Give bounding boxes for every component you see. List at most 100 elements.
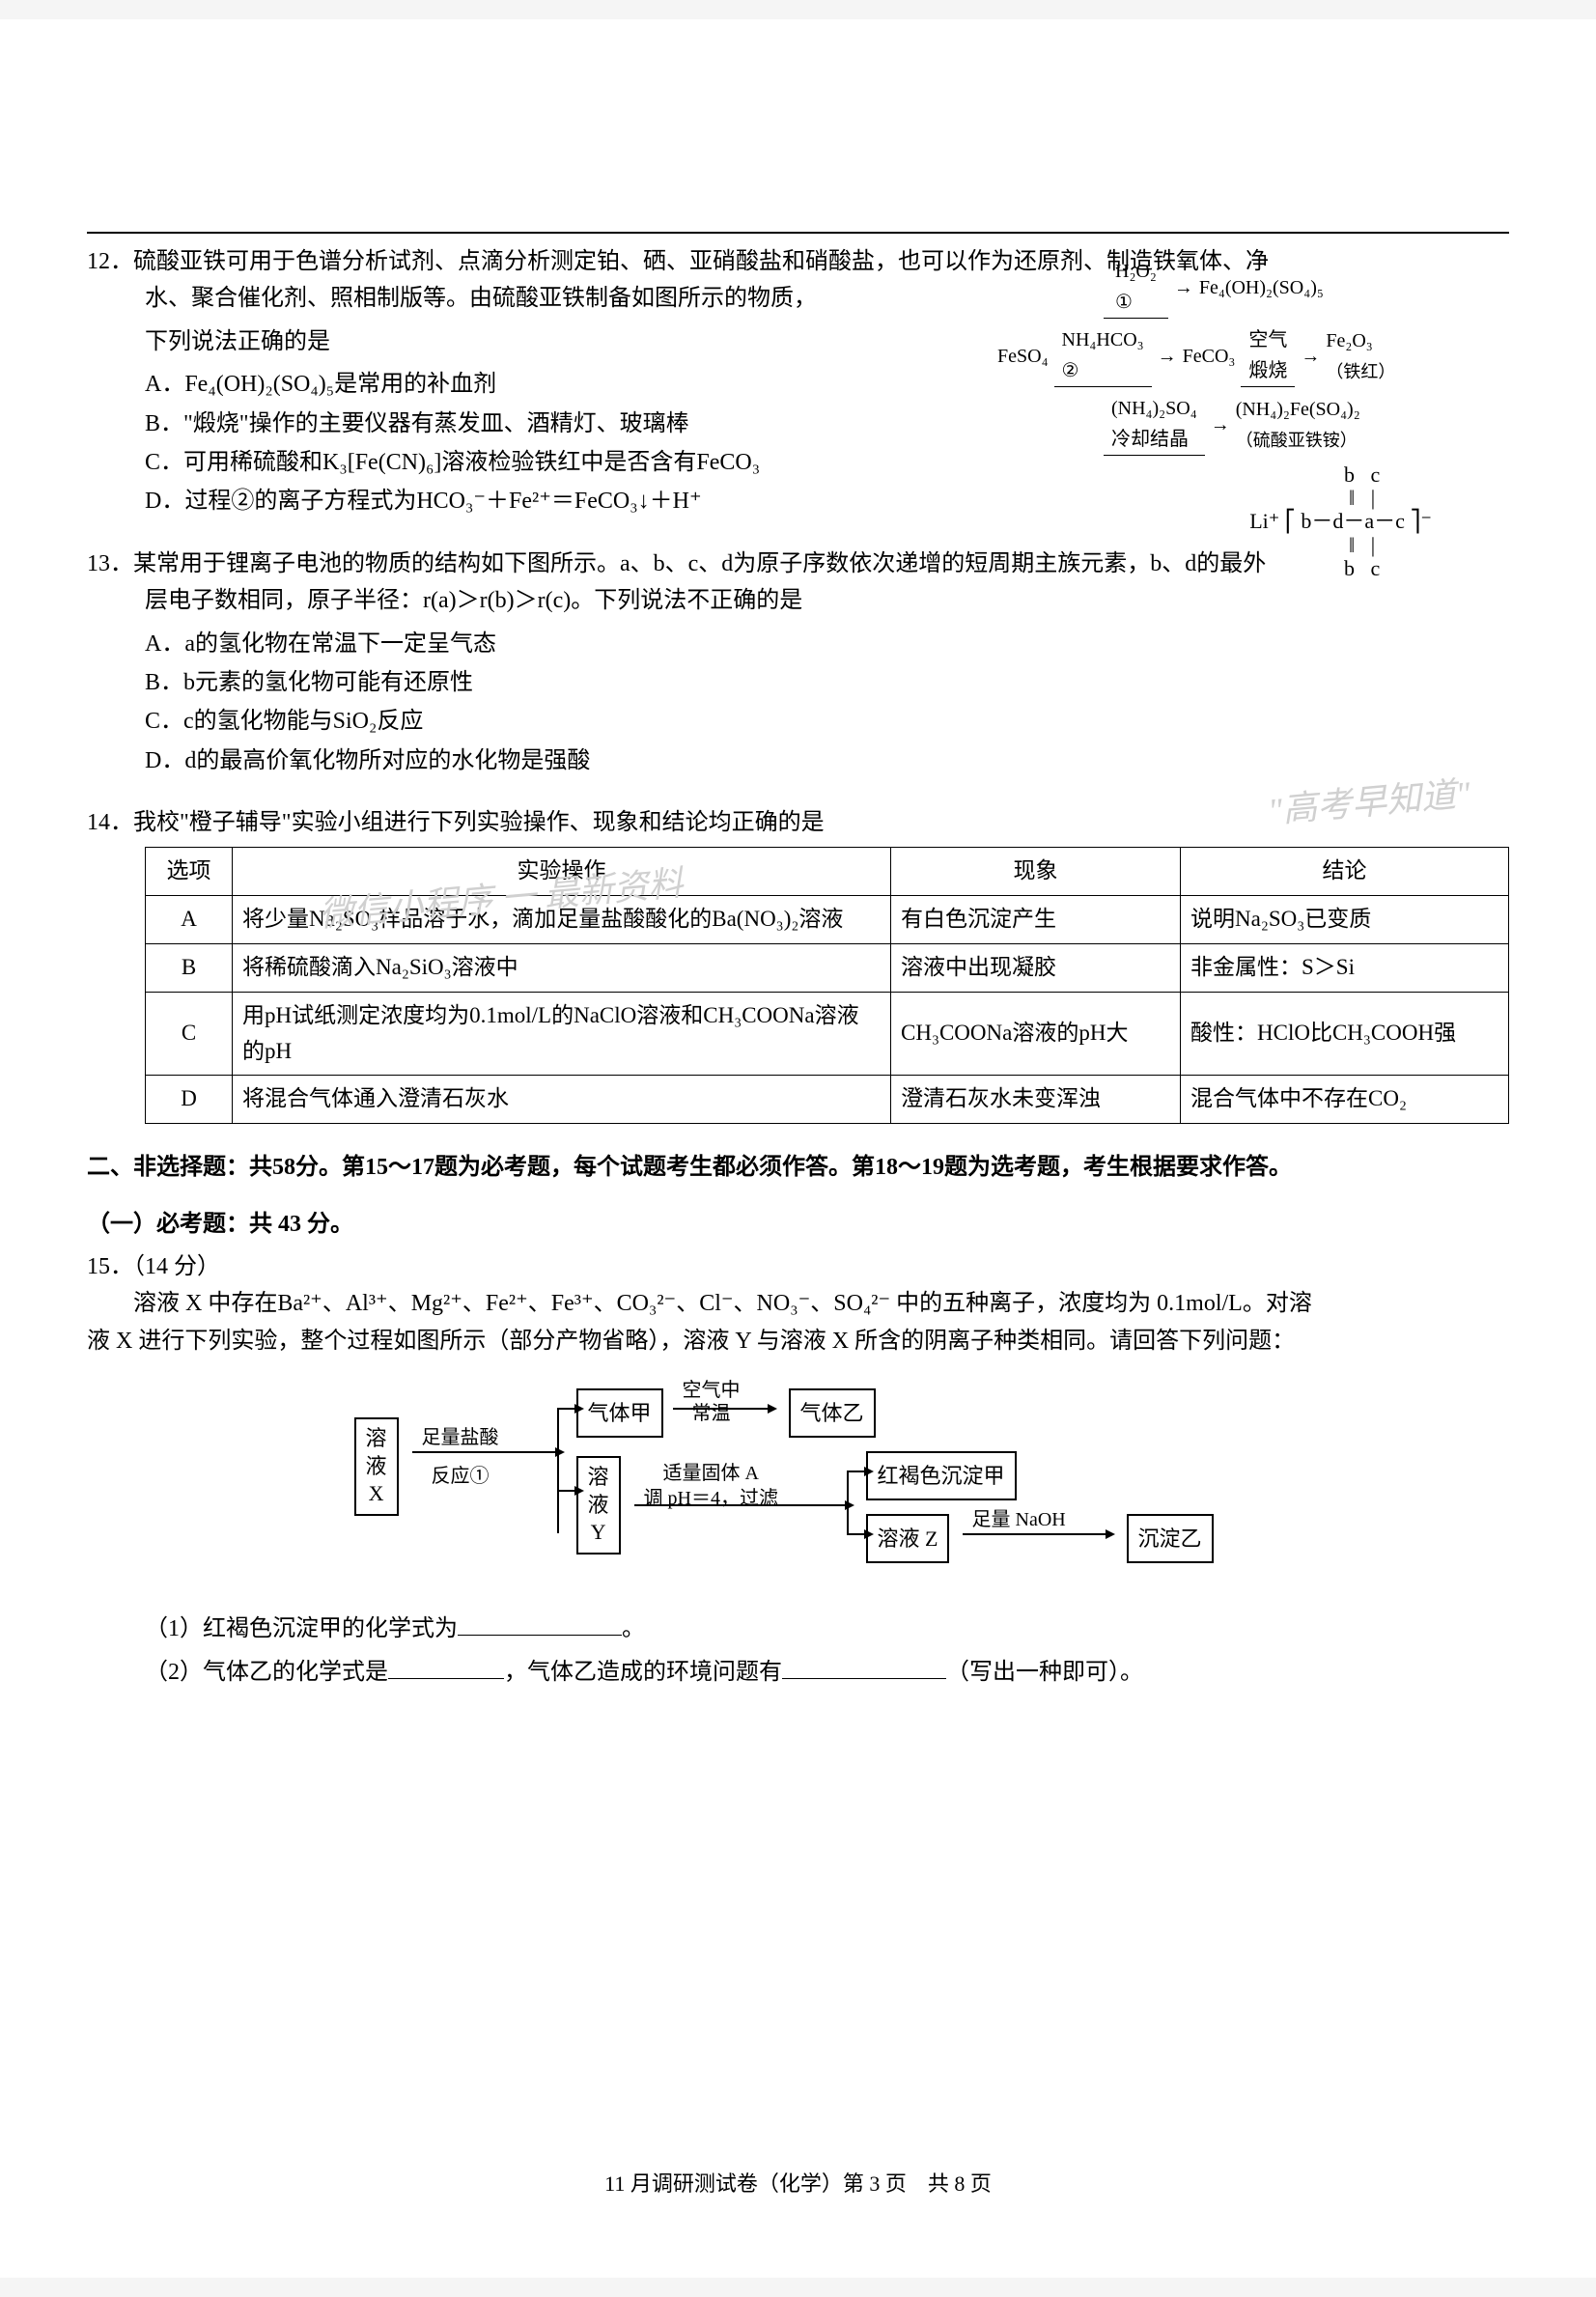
- q15-sub1-text: （1）红褐色沉淀甲的化学式为: [145, 1616, 458, 1641]
- q13-stem-line2: 层电子数相同，原子半径：r(a)＞r(b)＞r(c)。下列说法不正确的是: [87, 582, 1509, 619]
- q15-number: 15．（14 分）: [87, 1248, 1509, 1285]
- q14-row-opt: B: [146, 944, 233, 993]
- q15-cond4: 足量 NaOH: [972, 1504, 1066, 1535]
- q14-row-phen: 澄清石灰水未变浑浊: [891, 1076, 1181, 1124]
- q12-flow-r3-cond: 冷却结晶: [1111, 429, 1189, 450]
- arrow-line: [557, 1408, 576, 1410]
- q13-option-c: C．c的氢化物能与SiO₂反应: [87, 703, 1509, 740]
- q12-flow-r2-product: Fe₂O₃: [1326, 330, 1372, 351]
- q13-number: 13．: [87, 551, 133, 576]
- q14-th-operation: 实验操作: [233, 848, 891, 896]
- q15-box-gas-b: 气体乙: [789, 1388, 876, 1438]
- q14-table: 选项 实验操作 现象 结论 A 将少量Na₂SO₃样品溶于水，滴加足量盐酸酸化的…: [145, 847, 1509, 1124]
- q12-flow-r2-cond2: 煅烧: [1248, 360, 1287, 381]
- table-row: A 将少量Na₂SO₃样品溶于水，滴加足量盐酸酸化的Ba(NO₃)₂溶液 有白色…: [146, 896, 1509, 944]
- table-header-row: 选项 实验操作 现象 结论: [146, 848, 1509, 896]
- q14-row-opt: A: [146, 896, 233, 944]
- q12-flow-diagram: H₂O₂ ① → Fe₄(OH)₂(SO₄)₅ FeSO₄ NH₄HCO₃ ② …: [997, 256, 1499, 462]
- question-13: 13．某常用于锂离子电池的物质的结构如下图所示。a、b、c、d为原子序数依次递增…: [87, 546, 1509, 779]
- q12-flow-r2-reagent: NH₄HCO₃: [1062, 329, 1144, 350]
- q14-row-op: 用pH试纸测定浓度均为0.1mol/L的NaClO溶液和CH₃COONa溶液的p…: [233, 992, 891, 1076]
- q14-row-phen: 有白色沉淀产生: [891, 896, 1181, 944]
- q12-flow-r2-circ: ②: [1062, 360, 1079, 381]
- q15-sub2b: ，气体乙造成的环境问题有: [504, 1660, 782, 1685]
- q12-flow-r3-reagent: (NH₄)₂SO₄: [1111, 398, 1197, 419]
- q12-number: 12．: [87, 249, 133, 274]
- q15-cond2: 空气中常温: [683, 1379, 741, 1425]
- page-footer: 11 月调研测试卷（化学）第 3 页 共 8 页: [0, 2167, 1596, 2200]
- q13-option-b: B．b元素的氢化物可能有还原性: [87, 664, 1509, 701]
- q15-box-z: 溶液 Z: [866, 1514, 950, 1563]
- arrow-line: [557, 1490, 576, 1492]
- arrow-line: [412, 1451, 557, 1453]
- q14-row-op: 将混合气体通入澄清石灰水: [233, 1076, 891, 1124]
- q15-cond1b: 反应①: [432, 1461, 490, 1492]
- q15-stem-line2: 液 X 进行下列实验，整个过程如图所示（部分产物省略），溶液 Y 与溶液 X 所…: [87, 1323, 1509, 1359]
- q14-row-concl: 酸性：HClO比CH₃COOH强: [1181, 992, 1509, 1076]
- branch-line: [847, 1471, 849, 1533]
- q14-row-phen: 溶液中出现凝胶: [891, 944, 1181, 993]
- q12-flow-start: FeSO₄: [997, 341, 1049, 372]
- arrow-line: [634, 1504, 847, 1506]
- arrow-line: [963, 1533, 1107, 1535]
- q14-th-option: 选项: [146, 848, 233, 896]
- q14-row-op: 将稀硫酸滴入Na₂SiO₃溶液中: [233, 944, 891, 993]
- arrow-line: [847, 1471, 866, 1472]
- q14-row-opt: C: [146, 992, 233, 1076]
- q15-stem-line1: 溶液 X 中存在Ba²⁺、Al³⁺、Mg²⁺、Fe²⁺、Fe³⁺、CO₃²⁻、C…: [133, 1291, 1312, 1316]
- q12-flow-r2-note: （铁红）: [1326, 362, 1395, 381]
- q13-option-d: D．d的最高价氧化物所对应的水化物是强酸: [87, 742, 1509, 779]
- arrow-icon: →: [1158, 341, 1177, 372]
- exam-page: 12．硫酸亚铁可用于色谱分析试剂、点滴分析测定铂、硒、亚硝酸盐和硝酸盐，也可以作…: [0, 19, 1596, 2278]
- q12-flow-r2-mid: FeCO₃: [1183, 341, 1236, 372]
- q14-row-opt: D: [146, 1076, 233, 1124]
- q15-sub2c: （写出一种即可）。: [946, 1660, 1143, 1685]
- q13-stem-line1: 某常用于锂离子电池的物质的结构如下图所示。a、b、c、d为原子序数依次递增的短周…: [133, 551, 1266, 576]
- q15-box-prec: 红褐色沉淀甲: [866, 1451, 1017, 1500]
- q14-row-concl: 非金属性：S＞Si: [1181, 944, 1509, 993]
- arrow-line: [673, 1408, 770, 1410]
- arrow-icon: →: [1211, 409, 1230, 440]
- q14-row-concl: 说明Na₂SO₃已变质: [1181, 896, 1509, 944]
- q15-box-y: 溶液Y: [576, 1456, 621, 1555]
- branch-line: [557, 1408, 559, 1533]
- q15-box-prec2: 沉淀乙: [1127, 1514, 1214, 1563]
- q15-sub1: （1）红褐色沉淀甲的化学式为 。: [87, 1611, 1509, 1647]
- section2-sub: （一）必考题：共 43 分。: [87, 1206, 1509, 1243]
- arrow-line: [847, 1533, 866, 1535]
- arrow-icon: →: [1174, 272, 1193, 303]
- q14-number: 14．: [87, 810, 133, 835]
- q15-box-x: 溶液X: [354, 1417, 399, 1516]
- q14-th-phenomenon: 现象: [891, 848, 1181, 896]
- table-row: B 将稀硫酸滴入Na₂SiO₃溶液中 溶液中出现凝胶 非金属性：S＞Si: [146, 944, 1509, 993]
- q14-th-conclusion: 结论: [1181, 848, 1509, 896]
- q15-sub2: （2）气体乙的化学式是 ，气体乙造成的环境问题有 （写出一种即可）。: [87, 1654, 1509, 1691]
- q14-row-op: 将少量Na₂SO₃样品溶于水，滴加足量盐酸酸化的Ba(NO₃)₂溶液: [233, 896, 891, 944]
- q12-flow-r1-product: Fe₄(OH)₂(SO₄)₅: [1199, 272, 1324, 303]
- top-rule: [87, 232, 1509, 234]
- q14-stem: 我校"橙子辅导"实验小组进行下列实验操作、现象和结论均正确的是: [133, 810, 825, 835]
- q15-sub2a: （2）气体乙的化学式是: [145, 1660, 388, 1685]
- q12-flow-r1-reagent: H₂O₂: [1115, 261, 1157, 282]
- question-14: "高考早知道" 微信小程序 一 最新资料 14．我校"橙子辅导"实验小组进行下列…: [87, 804, 1509, 1124]
- arrow-icon: →: [1301, 341, 1320, 372]
- q12-flow-r3-note: （硫酸亚铁铵）: [1236, 431, 1358, 450]
- q13-option-a: A．a的氢化物在常温下一定呈气态: [87, 626, 1509, 662]
- q15-cond1a: 足量盐酸: [422, 1422, 499, 1453]
- q12-flow-r1-circ: ①: [1115, 292, 1133, 313]
- section2-header: 二、非选择题：共58分。第15～17题为必考题，每个试题考生都必须作答。第18～…: [87, 1149, 1509, 1186]
- q15-flowchart: 溶液X 足量盐酸 反应① 气体甲 空气中常温 气体乙 溶液Y 适量固体 A调 p…: [316, 1379, 1281, 1591]
- q13-structure-diagram: b c ‖ | Li⁺ ⎡ b－d－a－c ⎤⁻ ‖ | b c: [1249, 463, 1432, 580]
- table-row: D 将混合气体通入澄清石灰水 澄清石灰水未变浑浊 混合气体中不存在CO₂: [146, 1076, 1509, 1124]
- blank-field[interactable]: [458, 1614, 622, 1636]
- q14-tbody: A 将少量Na₂SO₃样品溶于水，滴加足量盐酸酸化的Ba(NO₃)₂溶液 有白色…: [146, 896, 1509, 1124]
- q14-row-concl: 混合气体中不存在CO₂: [1181, 1076, 1509, 1124]
- blank-field[interactable]: [388, 1658, 504, 1679]
- q15-sub1-end: 。: [622, 1616, 645, 1641]
- blank-field[interactable]: [782, 1658, 946, 1679]
- q14-row-phen: CH₃COONa溶液的pH大: [891, 992, 1181, 1076]
- q15-box-gas-a: 气体甲: [576, 1388, 663, 1438]
- q12-flow-r3-product: (NH₄)₂Fe(SO₄)₂: [1236, 399, 1360, 420]
- q12-flow-r2-cond: 空气: [1248, 329, 1287, 350]
- table-row: C 用pH试纸测定浓度均为0.1mol/L的NaClO溶液和CH₃COONa溶液…: [146, 992, 1509, 1076]
